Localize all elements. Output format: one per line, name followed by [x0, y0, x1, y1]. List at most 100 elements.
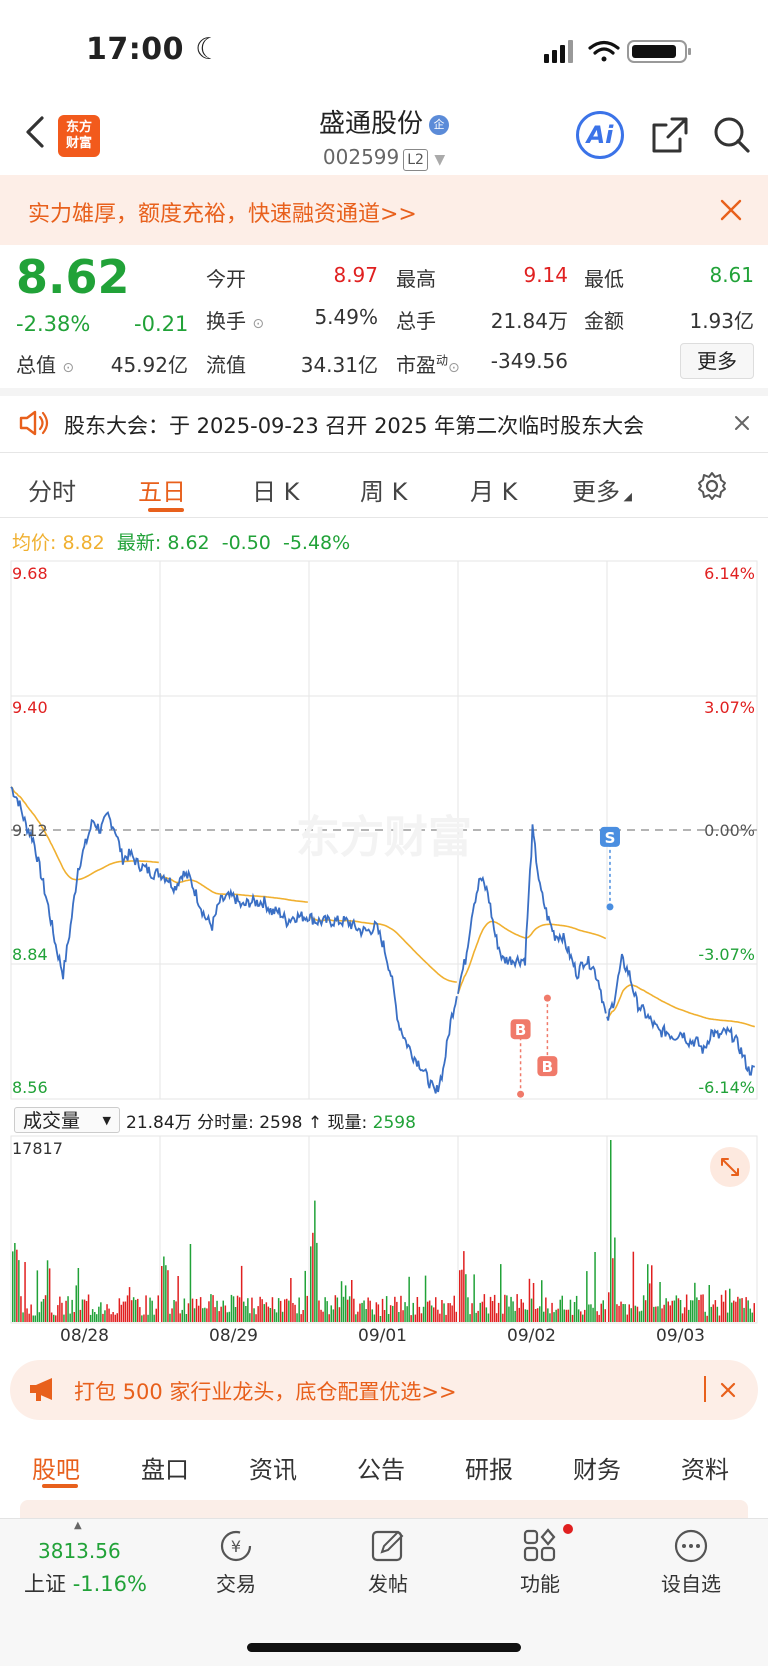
- index-row[interactable]: 上证 -1.16%: [24, 1572, 147, 1596]
- volume-bar: [628, 1304, 630, 1322]
- volume-bar: [300, 1314, 302, 1322]
- five-day-price-chart[interactable]: 东方财富 BBS 9.68 9.40 9.12 8.84 8.56 6.14% …: [0, 560, 768, 1100]
- tab-research[interactable]: 研报: [465, 1456, 513, 1484]
- volume-bar: [385, 1296, 388, 1322]
- volume-bar: [46, 1260, 49, 1322]
- volume-bar: [612, 1258, 614, 1322]
- volume-bar: [281, 1311, 284, 1322]
- volume-bar: [739, 1298, 741, 1322]
- volume-bar: [77, 1268, 80, 1322]
- share-icon[interactable]: [650, 115, 690, 155]
- close-icon[interactable]: [720, 199, 742, 221]
- volume-bar: [667, 1301, 669, 1322]
- volume-bar: [485, 1307, 488, 1322]
- volume-bar: [177, 1276, 179, 1322]
- more-quote-button[interactable]: 更多: [680, 343, 754, 379]
- nav-functions[interactable]: 功能: [520, 1572, 560, 1596]
- more-dots-icon[interactable]: [673, 1528, 709, 1564]
- index-value[interactable]: 3813.56: [38, 1539, 121, 1563]
- volume-bar: [387, 1314, 390, 1322]
- tab-monthly-k[interactable]: 月 K: [470, 478, 518, 506]
- volume-bar: [630, 1308, 632, 1322]
- tab-announcement[interactable]: 公告: [357, 1456, 405, 1484]
- volume-bar: [197, 1305, 200, 1322]
- close-icon[interactable]: [734, 415, 750, 431]
- tab-finance[interactable]: 财务: [573, 1456, 621, 1484]
- expand-icon[interactable]: [710, 1147, 750, 1187]
- avg-line-day-3: [308, 915, 457, 983]
- promo-banner[interactable]: [10, 1360, 758, 1420]
- tab-weekly-k[interactable]: 周 K: [360, 478, 408, 506]
- info-icon[interactable]: ⊙: [448, 360, 460, 376]
- financing-banner-text[interactable]: 实力雄厚，额度充裕，快速融资通道>>: [28, 202, 417, 227]
- volume-bar: [663, 1304, 665, 1322]
- volume-bar: [586, 1271, 588, 1322]
- volume-bar: [520, 1299, 522, 1322]
- volume-bar: [187, 1303, 190, 1322]
- volume-bar: [220, 1306, 222, 1322]
- volume-bar: [44, 1295, 47, 1322]
- tab-news[interactable]: 资讯: [249, 1456, 297, 1484]
- nav-post[interactable]: 发帖: [368, 1572, 408, 1596]
- edit-icon[interactable]: [370, 1528, 406, 1564]
- tab-pankou[interactable]: 盘口: [141, 1456, 189, 1484]
- volume-bar: [644, 1300, 647, 1322]
- tab-intraday[interactable]: 分时: [28, 478, 76, 506]
- volume-bar: [571, 1314, 574, 1322]
- back-icon[interactable]: [22, 112, 50, 152]
- volume-bar: [114, 1314, 116, 1322]
- tab-guba[interactable]: 股吧: [32, 1456, 80, 1484]
- volume-bar: [16, 1249, 18, 1322]
- volume-bar: [598, 1314, 600, 1322]
- volume-bar: [539, 1306, 541, 1322]
- volume-bar: [334, 1295, 337, 1322]
- promo-text[interactable]: 打包 500 家行业龙头，底仓配置优选>>: [74, 1380, 457, 1404]
- volume-bar: [212, 1295, 214, 1322]
- volume-bar: [75, 1285, 77, 1322]
- volume-bar: [508, 1306, 510, 1322]
- nav-trade[interactable]: 交易: [216, 1572, 256, 1596]
- tab-five-day[interactable]: 五日: [138, 478, 186, 506]
- volume-bar: [381, 1298, 384, 1322]
- apps-icon[interactable]: [522, 1528, 560, 1564]
- volume-bar: [532, 1283, 535, 1322]
- financing-banner[interactable]: [0, 175, 768, 245]
- volume-bar: [22, 1312, 24, 1322]
- volume-bar: [398, 1312, 400, 1322]
- volume-bar: [249, 1313, 251, 1322]
- notice-text[interactable]: 股东大会：于 2025-09-23 召开 2025 年第二次临时股东大会: [64, 414, 645, 438]
- tab-daily-k[interactable]: 日 K: [252, 478, 300, 506]
- low-value: 8.61: [709, 263, 754, 287]
- stock-code-row[interactable]: 002599 L2 ▼: [322, 145, 446, 171]
- volume-bar: [731, 1302, 733, 1322]
- volume-bar: [702, 1294, 704, 1322]
- volume-bar: [359, 1303, 361, 1322]
- search-icon[interactable]: [712, 115, 752, 155]
- volume-bar: [604, 1309, 606, 1322]
- volume-bar: [616, 1304, 618, 1322]
- volume-bar: [475, 1312, 477, 1322]
- nav-add-watchlist[interactable]: 设自选: [661, 1572, 721, 1596]
- tab-profile[interactable]: 资料: [681, 1456, 729, 1484]
- close-icon[interactable]: [720, 1382, 736, 1398]
- volume-bar: [141, 1315, 143, 1322]
- sell-marker[interactable]: S: [599, 826, 620, 911]
- volume-bar: [449, 1303, 451, 1322]
- volume-bar: [410, 1315, 412, 1322]
- level2-badge: L2: [403, 149, 428, 171]
- gear-icon[interactable]: [697, 471, 727, 501]
- volume-bar: [497, 1302, 500, 1322]
- volume-chart[interactable]: 17817: [0, 1135, 768, 1325]
- notification-dot: [563, 1524, 573, 1534]
- ai-button[interactable]: Ai: [576, 111, 624, 159]
- stock-title: 盛通股份企: [0, 103, 768, 140]
- volume-bar: [557, 1308, 559, 1322]
- info-icon[interactable]: ⊙: [252, 316, 265, 332]
- info-icon[interactable]: ⊙: [62, 360, 75, 376]
- tab-more[interactable]: 更多 ◢: [572, 478, 632, 506]
- volume-selector[interactable]: 成交量 ▼: [14, 1107, 120, 1133]
- volume-bar: [371, 1309, 373, 1322]
- buy-marker[interactable]: B: [537, 994, 558, 1077]
- buy-marker[interactable]: B: [510, 1019, 531, 1098]
- trade-icon[interactable]: ¥: [217, 1528, 255, 1564]
